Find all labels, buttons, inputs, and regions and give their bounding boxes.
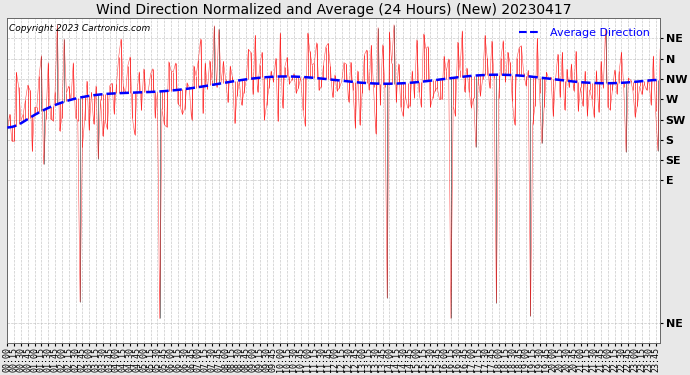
Title: Wind Direction Normalized and Average (24 Hours) (New) 20230417: Wind Direction Normalized and Average (2… [96, 3, 571, 17]
Text: Copyright 2023 Cartronics.com: Copyright 2023 Cartronics.com [8, 24, 150, 33]
Legend: Average Direction: Average Direction [515, 24, 655, 42]
